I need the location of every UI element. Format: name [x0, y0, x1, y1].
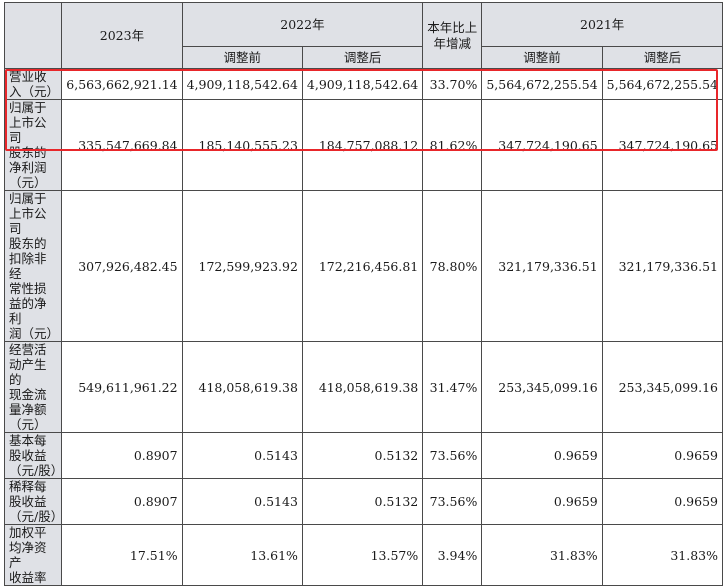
- value-cell: 253,345,099.16: [481, 341, 603, 433]
- value-cell: 33.70%: [422, 68, 483, 100]
- table-row: 加权平均净资产 收益率 17.51% 13.61% 13.57% 3.94% 31.83% 3…: [3, 524, 723, 586]
- value-cell: 0.8907: [61, 432, 183, 479]
- row-label-line: 常性损益的净利: [9, 281, 47, 326]
- value-cell: 172,216,456.81: [301, 190, 424, 342]
- financial-table: 2023年 2022年 本年比上 年增减 2021年 调整前 调整后 调整前 调…: [3, 2, 723, 586]
- table-body: 营业收入（元） 6,563,662,921.14 4,909,118,542.64 4…: [3, 68, 723, 586]
- value-cell: 81.62%: [422, 99, 483, 191]
- row-label: 经营活动产生的 现金流量净额 （元）: [3, 341, 63, 433]
- row-label-line: 归属于上市公司: [9, 191, 47, 236]
- row-label-line: 稀释每股收益: [9, 479, 47, 509]
- table-row: 经营活动产生的 现金流量净额 （元） 549,611,961.22 418,058,61…: [3, 341, 723, 433]
- value-cell: 73.56%: [422, 432, 483, 479]
- row-label: 加权平均净资产 收益率: [3, 524, 63, 586]
- row-label-line: 经营活动产生的: [9, 342, 47, 387]
- row-label: 归属于上市公司 股东的扣除非经 常性损益的净利 润（元）: [3, 190, 63, 342]
- header-2021: 2021年: [481, 2, 723, 47]
- row-label: 归属于上市公司 股东的净利润 （元）: [3, 99, 63, 191]
- value-cell: 17.51%: [61, 524, 183, 586]
- row-label-line: （元/股）: [9, 463, 64, 478]
- header-2021-before: 调整前: [481, 46, 603, 69]
- value-cell: 321,179,336.51: [481, 190, 603, 342]
- header-change: 本年比上 年增减: [422, 2, 483, 69]
- row-label-line: 润（元）: [9, 326, 60, 341]
- value-cell: 0.8907: [61, 478, 183, 525]
- value-cell: 3.94%: [422, 524, 483, 586]
- header-2022: 2022年: [181, 2, 424, 47]
- value-cell: 4,909,118,542.64: [181, 68, 303, 100]
- value-cell: 549,611,961.22: [61, 341, 183, 433]
- table-row: 基本每股收益 （元/股） 0.8907 0.5143 0.5132 73.56% 0.965…: [3, 432, 723, 479]
- value-cell: 0.5143: [181, 432, 303, 479]
- value-cell: 321,179,336.51: [601, 190, 723, 342]
- header-2022-before: 调整前: [181, 46, 303, 69]
- value-cell: 6,563,662,921.14: [61, 68, 183, 100]
- header-change-line1: 本年比上: [427, 19, 478, 35]
- value-cell: 0.9659: [601, 432, 723, 479]
- value-cell: 13.57%: [301, 524, 424, 586]
- value-cell: 5,564,672,255.54: [601, 68, 723, 100]
- value-cell: 335,547,669.84: [61, 99, 183, 191]
- value-cell: 418,058,619.38: [301, 341, 424, 433]
- header-blank-cell: [3, 2, 63, 69]
- value-cell: 31.47%: [422, 341, 483, 433]
- row-label-line: 股东的扣除非经: [9, 236, 47, 281]
- table-row: 归属于上市公司 股东的净利润 （元） 335,547,669.84 185,140,55…: [3, 99, 723, 191]
- header-2021-after: 调整后: [601, 46, 723, 69]
- value-cell: 253,345,099.16: [601, 341, 723, 433]
- row-label-line: 营业收入（元）: [9, 69, 60, 99]
- row-label-line: （元）: [9, 175, 47, 190]
- value-cell: 0.9659: [481, 432, 603, 479]
- row-label-line: 收益率: [9, 570, 47, 585]
- row-label-line: 现金流量净额: [9, 387, 47, 417]
- value-cell: 347,724,190.65: [601, 99, 723, 191]
- value-cell: 307,926,482.45: [61, 190, 183, 342]
- row-label-line: 基本每股收益: [9, 433, 47, 463]
- row-label: 营业收入（元）: [3, 68, 63, 100]
- value-cell: 13.61%: [181, 524, 303, 586]
- value-cell: 0.5132: [301, 478, 424, 525]
- row-label-line: 股东的净利润: [9, 145, 47, 175]
- row-label-line: （元/股）: [9, 509, 64, 524]
- row-label-line: 归属于上市公司: [9, 100, 47, 145]
- table-row: 营业收入（元） 6,563,662,921.14 4,909,118,542.64 4…: [3, 68, 723, 100]
- value-cell: 78.80%: [422, 190, 483, 342]
- value-cell: 0.5143: [181, 478, 303, 525]
- row-label: 稀释每股收益 （元/股）: [3, 478, 64, 525]
- row-label-line: 加权平均净资产: [9, 525, 47, 570]
- value-cell: 347,724,190.65: [481, 99, 603, 191]
- value-cell: 4,909,118,542.64: [301, 68, 424, 100]
- value-cell: 185,140,555.23: [181, 99, 303, 191]
- value-cell: 5,564,672,255.54: [481, 68, 603, 100]
- value-cell: 31.83%: [481, 524, 603, 586]
- value-cell: 418,058,619.38: [181, 341, 303, 433]
- row-label-line: （元）: [9, 417, 47, 432]
- header-2022-after: 调整后: [301, 46, 424, 69]
- value-cell: 0.9659: [481, 478, 603, 525]
- value-cell: 0.9659: [601, 478, 723, 525]
- value-cell: 0.5132: [301, 432, 424, 479]
- table-row: 稀释每股收益 （元/股） 0.8907 0.5143 0.5132 73.56% 0.965…: [3, 478, 723, 525]
- table-row: 归属于上市公司 股东的扣除非经 常性损益的净利 润（元） 307,926,482.45 1…: [3, 190, 723, 342]
- value-cell: 31.83%: [601, 524, 723, 586]
- row-label: 基本每股收益 （元/股）: [3, 432, 64, 479]
- value-cell: 172,599,923.92: [181, 190, 303, 342]
- value-cell: 73.56%: [422, 478, 483, 525]
- header-change-line2: 年增减: [433, 35, 472, 51]
- value-cell: 184,757,088.12: [301, 99, 424, 191]
- header-2023: 2023年: [61, 2, 183, 69]
